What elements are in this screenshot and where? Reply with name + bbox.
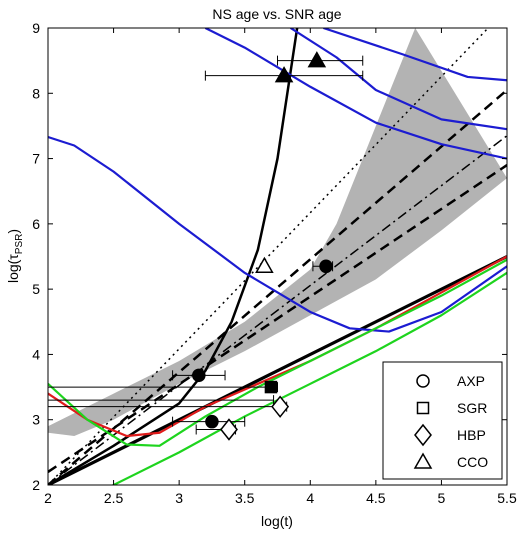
y-tick-label: 8 bbox=[32, 85, 40, 101]
legend-label-hbp: HBP bbox=[457, 427, 486, 443]
chart-title: NS age vs. SNR age bbox=[212, 6, 341, 22]
x-tick-label: 2.5 bbox=[104, 490, 124, 506]
legend-box bbox=[382, 361, 503, 480]
y-axis-label-main: log(τ bbox=[5, 254, 21, 283]
data-point-hbp-6 bbox=[271, 395, 290, 418]
legend-label-cco: CCO bbox=[457, 454, 488, 470]
data-point-cco-8 bbox=[274, 66, 294, 83]
series-line-11 bbox=[48, 255, 507, 438]
y-tick-label: 3 bbox=[32, 412, 40, 428]
y-axis-label-close: ) bbox=[5, 229, 21, 234]
series-line-3 bbox=[48, 164, 507, 473]
series-line-10 bbox=[323, 28, 507, 82]
x-tick-label: 4.5 bbox=[366, 490, 386, 506]
series-line-12 bbox=[48, 258, 507, 447]
y-axis-label-sub: PSR bbox=[14, 234, 25, 255]
x-axis-label: log(t) bbox=[261, 513, 293, 529]
data-point-cco-9 bbox=[307, 51, 327, 68]
y-axis-label: log(τPSR) bbox=[5, 229, 25, 283]
x-tick-label: 5.5 bbox=[497, 490, 517, 506]
x-tick-label: 2 bbox=[44, 490, 52, 506]
legend-diamond-icon bbox=[414, 423, 432, 447]
data-point-axp-3 bbox=[319, 259, 333, 274]
series-line-8 bbox=[204, 28, 507, 160]
legend-triangle-icon bbox=[413, 452, 433, 469]
series-line-4 bbox=[48, 89, 507, 485]
series-line-9 bbox=[290, 28, 507, 131]
legend: AXP SGR HBP CCO bbox=[382, 361, 503, 480]
plot-area bbox=[47, 27, 508, 486]
x-tick-label: 5 bbox=[438, 490, 446, 506]
series-line-5 bbox=[48, 135, 507, 485]
data-point-axp-1 bbox=[192, 368, 206, 383]
series-line-6 bbox=[48, 28, 490, 485]
y-tick-label: 7 bbox=[32, 151, 40, 167]
series-line-1 bbox=[48, 28, 299, 485]
data-point-sgr-4 bbox=[264, 380, 278, 394]
legend-square-icon bbox=[416, 401, 430, 415]
plot-frame bbox=[47, 27, 508, 486]
legend-label-sgr: SGR bbox=[457, 400, 487, 416]
data-point-hbp-5 bbox=[220, 418, 238, 441]
data-point-axp-2 bbox=[205, 414, 219, 429]
legend-label-axp: AXP bbox=[457, 373, 485, 389]
y-tick-label: 2 bbox=[32, 477, 40, 493]
x-tick-label: 3 bbox=[175, 490, 183, 506]
series-line-7 bbox=[48, 135, 507, 333]
y-tick-label: 4 bbox=[32, 346, 40, 362]
x-tick-label: 3.5 bbox=[235, 490, 255, 506]
x-tick-label: 4 bbox=[306, 490, 314, 506]
data-point-cco-7 bbox=[255, 256, 274, 274]
shaded-band bbox=[48, 28, 507, 437]
legend-circle-icon bbox=[416, 374, 430, 388]
y-tick-label: 6 bbox=[32, 216, 40, 232]
series-line-2 bbox=[48, 255, 507, 485]
y-tick-label: 9 bbox=[32, 20, 40, 36]
y-tick-label: 5 bbox=[32, 281, 40, 297]
